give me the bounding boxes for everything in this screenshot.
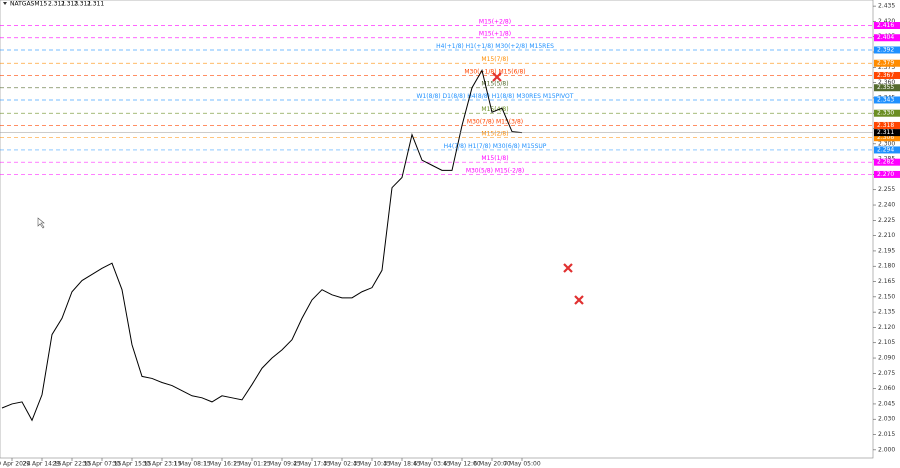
y-tick-label: 2.165 <box>878 278 895 285</box>
close-mark <box>563 263 573 273</box>
level-price-box <box>874 146 900 154</box>
y-tick-label: 2.090 <box>878 355 895 362</box>
level-price-label: 2.330 <box>877 110 894 117</box>
y-tick-label: 2.000 <box>878 446 895 453</box>
level-price-label: 2.318 <box>877 122 894 129</box>
y-tick-label: 2.375 <box>878 64 895 71</box>
y-tick-label: 2.105 <box>878 339 895 346</box>
y-tick-label: 2.210 <box>878 232 895 239</box>
y-tick-label: 2.360 <box>878 79 895 86</box>
level-text: M30(+1/8) M15(6/8) <box>464 68 525 75</box>
y-tick-label: 2.075 <box>878 370 895 377</box>
level-price-box <box>874 121 900 129</box>
close-marks <box>492 72 584 305</box>
level-price-label: 2.355 <box>877 84 894 91</box>
x-tick-label: 3 May 18:45 <box>383 461 421 468</box>
level-price-label: 2.294 <box>877 146 894 153</box>
close-mark <box>574 295 584 305</box>
plot-area <box>0 0 874 459</box>
y-tick-label: 2.255 <box>878 186 895 193</box>
x-tick-label: 7 May 05:00 <box>503 461 541 468</box>
x-tick-label: 3 May 02:45 <box>323 461 361 468</box>
level-price-label: 2.343 <box>877 96 894 103</box>
level-price-label: 2.367 <box>877 72 894 79</box>
x-tick-label: 1 May 08:15 <box>173 461 211 468</box>
x-tick-label: 29 Apr 2024 <box>0 461 31 468</box>
x-tick-label: 30 Apr 07:15 <box>82 461 121 468</box>
level-text: M30(7/8) M15(3/8) <box>467 118 523 125</box>
y-tick-label: 2.120 <box>878 324 895 331</box>
symbol: NATGASM15 <box>10 1 47 8</box>
x-tick-label: 29 Apr 14:15 <box>22 461 61 468</box>
level-text: H4(7/8) H1(7/8) M30(6/8) M15SUP <box>444 143 547 150</box>
level-text: W1(8/8) D1(8/8) H4(8/8) H1(8/8) M30RES M… <box>417 93 574 100</box>
level-text: M30(5/8) M15(-2/8) <box>466 167 524 174</box>
y-tick-label: 2.300 <box>878 140 895 147</box>
level-text: M15(5/8) <box>481 81 508 88</box>
level-text: M15(2/8) <box>481 131 508 138</box>
level-price-box <box>874 71 900 79</box>
x-tick-label: 2 May 01:15 <box>233 461 271 468</box>
level-price-box <box>874 22 900 30</box>
level-text: M15(4/8) <box>481 106 508 113</box>
ohlc-value: 2.311 <box>74 1 91 8</box>
y-tick-label: 2.225 <box>878 217 895 224</box>
level-price-box <box>874 134 900 142</box>
current-price-box <box>874 129 900 137</box>
level-price-label: 2.392 <box>877 46 894 53</box>
x-tick-label: 1 May 16:15 <box>203 461 241 468</box>
y-tick-label: 2.180 <box>878 263 895 270</box>
y-tick-label: 2.435 <box>878 3 895 10</box>
level-price-box <box>874 84 900 92</box>
level-price-label: 2.282 <box>877 159 894 166</box>
y-tick-label: 2.030 <box>878 416 895 423</box>
level-text: M15(+2/8) <box>479 19 511 26</box>
y-tick-label: 2.240 <box>878 202 895 209</box>
level-text: M15(7/8) <box>481 56 508 63</box>
ohlc-value: 2.311 <box>48 1 65 8</box>
level-price-box <box>874 96 900 104</box>
x-tick-label: 29 Apr 22:15 <box>52 461 91 468</box>
y-tick-label: 2.060 <box>878 385 895 392</box>
close-mark <box>492 72 502 82</box>
cursor <box>37 217 45 229</box>
price-line <box>1 69 523 422</box>
level-text: H4(+1/8) H1(+1/8) M30(+2/8) M15RES <box>436 43 554 50</box>
x-tick-label: 2 May 09:45 <box>263 461 301 468</box>
level-price-box <box>874 46 900 54</box>
y-tick-label: 2.420 <box>878 18 895 25</box>
x-tick-label: 6 May 12:00 <box>443 461 481 468</box>
ohlc-value: 2.313 <box>61 1 78 8</box>
y-tick-label: 2.015 <box>878 431 895 438</box>
x-tick-label: 30 Apr 15:15 <box>112 461 151 468</box>
level-price-label: 2.306 <box>877 134 894 141</box>
level-price-box <box>874 109 900 117</box>
x-tick-label: 6 May 20:00 <box>473 461 511 468</box>
level-price-box <box>874 59 900 67</box>
level-price-box <box>874 158 900 166</box>
level-price-label: 2.404 <box>877 34 894 41</box>
level-text: M15(1/8) <box>481 155 508 162</box>
level-text: M15(+1/8) <box>479 31 511 38</box>
level-price-label: 2.379 <box>877 60 894 67</box>
current-price-label: 2.311 <box>877 129 894 136</box>
x-tick-label: 30 Apr 23:15 <box>142 461 181 468</box>
x-tick-label: 2 May 17:45 <box>293 461 331 468</box>
level-price-label: 2.416 <box>877 22 894 29</box>
y-tick-label: 2.045 <box>878 400 895 407</box>
y-tick-label: 2.195 <box>878 247 895 254</box>
ohlc-value: 2.311 <box>87 1 104 8</box>
level-price-label: 2.270 <box>877 171 894 178</box>
x-tick-label: 3 May 10:45 <box>353 461 391 468</box>
y-tick-label: 2.150 <box>878 293 895 300</box>
level-price-box <box>874 34 900 42</box>
y-tick-label: 2.135 <box>878 309 895 316</box>
level-price-box <box>874 170 900 178</box>
x-tick-label: 6 May 03:45 <box>413 461 451 468</box>
menu-arrow <box>3 2 7 5</box>
